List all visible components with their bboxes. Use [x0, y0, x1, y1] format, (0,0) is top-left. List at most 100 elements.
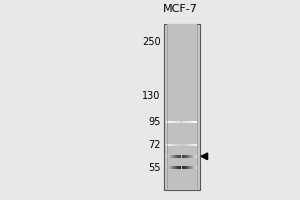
- Bar: [194, 144, 195, 146]
- Bar: [190, 166, 191, 169]
- Bar: [182, 166, 183, 169]
- Bar: [172, 166, 173, 169]
- Bar: [189, 121, 190, 123]
- Bar: [173, 166, 174, 169]
- Bar: [192, 121, 193, 123]
- Bar: [195, 166, 196, 169]
- Bar: [187, 155, 188, 158]
- Bar: [179, 121, 180, 123]
- Bar: [189, 144, 190, 146]
- Bar: [181, 144, 182, 146]
- Bar: [174, 121, 175, 123]
- Bar: [168, 144, 169, 146]
- Bar: [186, 144, 187, 146]
- Bar: [172, 144, 173, 146]
- Bar: [184, 144, 185, 146]
- Bar: [183, 144, 184, 146]
- Bar: [187, 144, 188, 146]
- Bar: [196, 166, 197, 169]
- Bar: [190, 155, 191, 158]
- Bar: [194, 166, 195, 169]
- Bar: [184, 121, 185, 123]
- Bar: [188, 155, 189, 158]
- Bar: [182, 144, 183, 146]
- Bar: [180, 155, 181, 158]
- Bar: [176, 166, 177, 169]
- Bar: [168, 155, 169, 158]
- Bar: [187, 121, 188, 123]
- Bar: [181, 155, 182, 158]
- Bar: [186, 155, 187, 158]
- Bar: [167, 24, 197, 190]
- Bar: [170, 166, 171, 169]
- Bar: [184, 155, 185, 158]
- Bar: [178, 144, 179, 146]
- Bar: [166, 166, 167, 169]
- Bar: [182, 155, 183, 158]
- Bar: [169, 166, 170, 169]
- Bar: [179, 155, 180, 158]
- Bar: [188, 121, 189, 123]
- Bar: [177, 166, 178, 169]
- Bar: [193, 166, 194, 169]
- Bar: [178, 166, 179, 169]
- Bar: [177, 144, 178, 146]
- Bar: [192, 166, 193, 169]
- Bar: [185, 144, 186, 146]
- Bar: [178, 121, 179, 123]
- Bar: [185, 121, 186, 123]
- Bar: [195, 155, 196, 158]
- Bar: [176, 155, 177, 158]
- Bar: [192, 155, 193, 158]
- Bar: [180, 144, 181, 146]
- Bar: [167, 121, 168, 123]
- Bar: [171, 144, 172, 146]
- Bar: [173, 121, 174, 123]
- Bar: [185, 166, 186, 169]
- Bar: [170, 121, 171, 123]
- Bar: [187, 166, 188, 169]
- Bar: [179, 144, 180, 146]
- Polygon shape: [201, 153, 208, 160]
- Bar: [181, 121, 182, 123]
- Bar: [179, 166, 180, 169]
- Bar: [189, 155, 190, 158]
- Bar: [171, 155, 172, 158]
- Bar: [170, 144, 171, 146]
- Bar: [166, 144, 167, 146]
- Text: 95: 95: [148, 117, 160, 127]
- Bar: [191, 144, 192, 146]
- Bar: [174, 155, 175, 158]
- Bar: [180, 166, 181, 169]
- Bar: [177, 121, 178, 123]
- Bar: [178, 155, 179, 158]
- Bar: [186, 121, 187, 123]
- Bar: [169, 155, 170, 158]
- Bar: [194, 121, 195, 123]
- Text: 55: 55: [148, 163, 161, 173]
- Bar: [196, 121, 197, 123]
- Bar: [189, 166, 190, 169]
- Bar: [172, 155, 173, 158]
- Bar: [192, 144, 193, 146]
- Bar: [183, 155, 184, 158]
- Bar: [174, 144, 175, 146]
- Bar: [190, 121, 191, 123]
- Bar: [171, 166, 172, 169]
- Bar: [182, 121, 183, 123]
- Bar: [166, 121, 167, 123]
- Bar: [185, 155, 186, 158]
- Bar: [174, 166, 175, 169]
- Text: MCF-7: MCF-7: [163, 4, 197, 14]
- Bar: [195, 121, 196, 123]
- Bar: [170, 155, 171, 158]
- Bar: [188, 144, 189, 146]
- Bar: [195, 144, 196, 146]
- Bar: [169, 121, 170, 123]
- Bar: [176, 144, 177, 146]
- Text: 130: 130: [142, 91, 160, 101]
- Bar: [191, 166, 192, 169]
- Bar: [166, 155, 167, 158]
- Bar: [191, 121, 192, 123]
- Bar: [173, 144, 174, 146]
